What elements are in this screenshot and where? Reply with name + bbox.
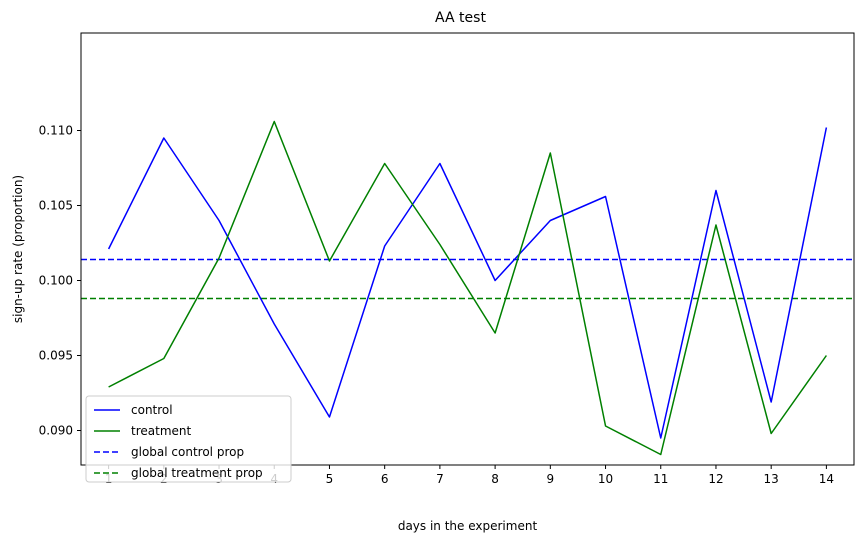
y-axis-label: sign-up rate (proportion) [11, 175, 25, 323]
x-tick-label: 10 [598, 472, 613, 486]
chart-title: AA test [435, 10, 486, 26]
x-tick-label: 5 [326, 472, 334, 486]
legend-label: treatment [131, 424, 191, 438]
legend-label: global control prop [131, 445, 244, 459]
y-tick-label: 0.105 [39, 199, 73, 213]
legend: control treatment global control prop globa… [85, 395, 292, 483]
x-tick-label: 13 [764, 472, 779, 486]
x-tick-label: 11 [653, 472, 668, 486]
x-tick-label: 7 [436, 472, 444, 486]
x-tick-label: 9 [547, 472, 555, 486]
x-axis-label: days in the experiment [398, 519, 538, 533]
legend-box [85, 395, 292, 483]
series-lines [107, 120, 828, 456]
x-tick-label: 6 [381, 472, 389, 486]
y-tick-label: 0.095 [39, 349, 73, 363]
series-line-treatment [108, 120, 828, 456]
legend-label: control [131, 403, 173, 417]
y-tick-label: 0.100 [39, 274, 73, 288]
legend-label: global treatment prop [131, 466, 263, 480]
y-tick-label: 0.090 [39, 424, 73, 438]
plot-area-frame [80, 32, 855, 466]
y-axis: 0.090 0.095 0.100 0.105 0.110 [39, 124, 81, 438]
series-line-control [107, 127, 828, 439]
y-tick-label: 0.110 [39, 124, 73, 138]
x-tick-label: 14 [819, 472, 834, 486]
x-tick-label: 12 [708, 472, 723, 486]
x-tick-label: 8 [491, 472, 499, 486]
